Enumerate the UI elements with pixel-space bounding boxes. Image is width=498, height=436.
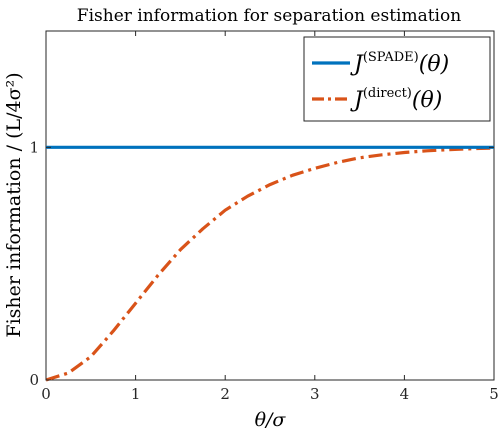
y-tick-label: 1 — [29, 138, 39, 156]
series-line — [45, 146, 495, 382]
x-tick-label: 0 — [41, 385, 51, 403]
x-tick-label: 5 — [489, 385, 498, 403]
y-tick-label: 0 — [29, 371, 39, 389]
x-axis-label: θ/σ — [255, 409, 287, 431]
axes-box — [45, 30, 495, 381]
x-tick-label: 3 — [310, 385, 320, 403]
legend: J(SPADE)(θ) J(direct)(θ) — [303, 36, 491, 122]
chart-title: Fisher information for separation estima… — [77, 6, 461, 26]
legend-box — [303, 36, 491, 122]
plot-area: 0 1 2 3 4 5 0 1 — [29, 30, 498, 403]
tick-layer: 0 1 2 3 4 5 0 1 — [29, 31, 498, 403]
x-tick-label: 2 — [220, 385, 230, 403]
legend-label: J(SPADE)(θ) — [350, 50, 449, 77]
legend-label: J(direct)(θ) — [350, 86, 442, 113]
y-axis-label: Fisher information / (L/4σ²) — [3, 72, 25, 337]
x-tick-label: 4 — [400, 385, 410, 403]
legend-entries: J(SPADE)(θ) J(direct)(θ) — [312, 50, 449, 113]
series-layer — [45, 145, 495, 382]
x-tick-label: 1 — [131, 385, 141, 403]
